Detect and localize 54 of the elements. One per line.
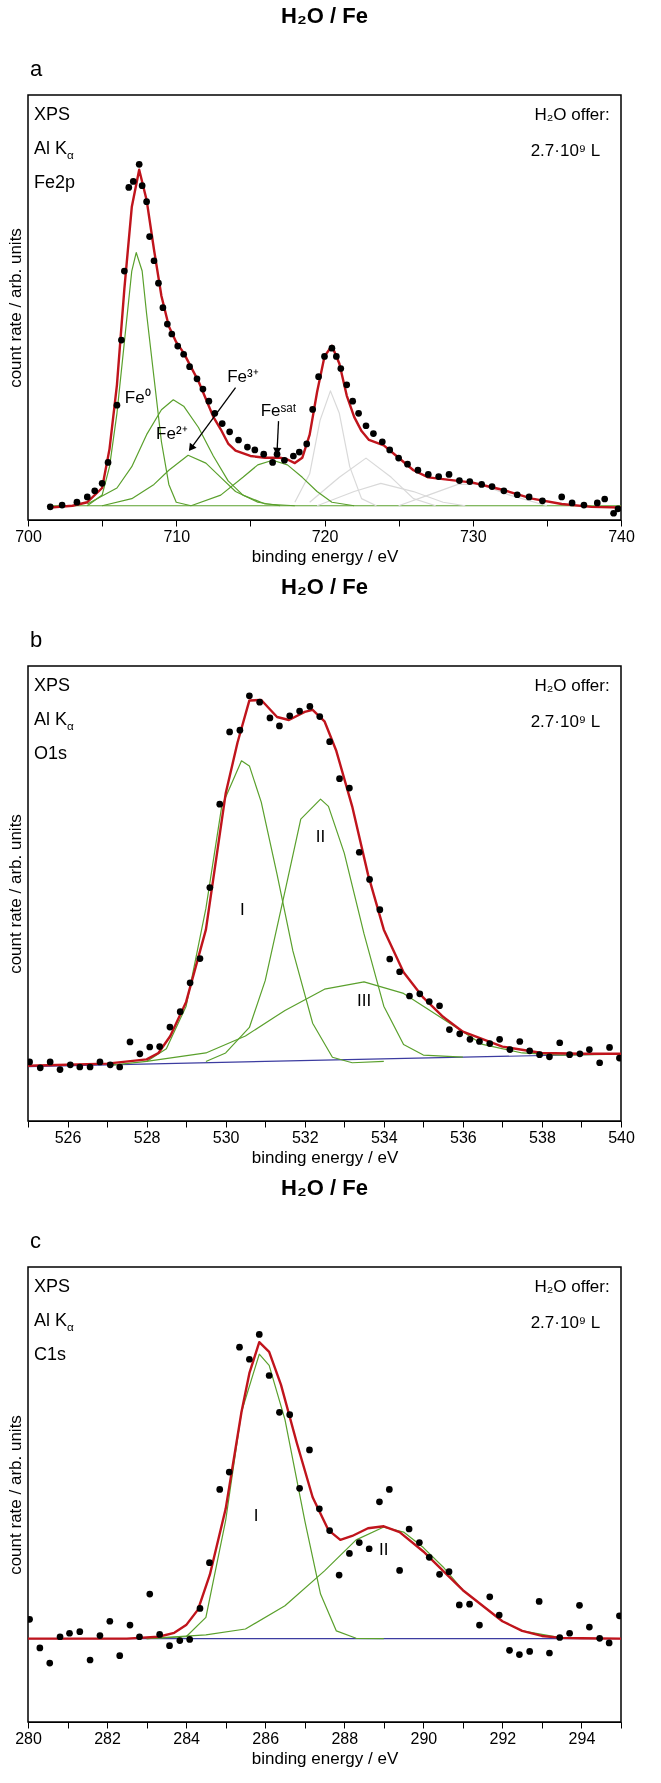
x-tick-label: 528 — [133, 1128, 161, 1146]
series-label: I — [239, 899, 245, 919]
x-tick-label: 536 — [450, 1128, 477, 1146]
x-axis-title: binding energy / eV — [251, 1748, 399, 1768]
x-axis-title: binding energy / eV — [251, 546, 399, 566]
text: 2.7·10⁹ L — [530, 141, 601, 160]
x-tick-label: 700 — [15, 527, 42, 545]
text: 2.7·10⁹ L — [530, 1313, 601, 1332]
x-tick-label: 284 — [173, 1729, 201, 1747]
x-tick-label: 534 — [370, 1128, 398, 1146]
x-tick-label: 288 — [331, 1729, 359, 1747]
x-tick-label: 292 — [489, 1729, 517, 1747]
x-axis-title: binding energy / eV — [251, 1147, 399, 1167]
y-axis-title: count rate / arb. units — [5, 1415, 25, 1575]
text: a — [30, 56, 43, 81]
series-label: I — [253, 1506, 259, 1526]
x-tick-label: 526 — [54, 1128, 82, 1146]
chart-title: H₂O / Fe — [281, 574, 368, 599]
annotation: Fe2p — [34, 172, 76, 192]
text: XPS — [34, 104, 71, 124]
text: XPS — [34, 1276, 71, 1296]
x-tick-label: 290 — [410, 1729, 438, 1747]
x-tick-label: 530 — [212, 1128, 240, 1146]
x-tick-label: 740 — [608, 527, 635, 545]
annotation: XPS — [34, 675, 71, 695]
x-tick-label: 730 — [459, 527, 487, 545]
text: H₂O offer: — [534, 1277, 610, 1296]
series-label: Fe²⁺ — [156, 423, 188, 443]
text: H₂O offer: — [534, 105, 610, 124]
y-axis-title: count rate / arb. units — [5, 228, 25, 388]
series-label: II — [379, 1540, 389, 1560]
x-tick-label: 540 — [608, 1128, 635, 1146]
annotation: O1s — [34, 743, 68, 763]
x-tick-label: 294 — [568, 1729, 596, 1747]
text: c — [30, 1228, 41, 1253]
text: Fe³⁺ — [227, 367, 259, 387]
text: Feˢᵃᵗ — [260, 401, 297, 421]
annotation: C1s — [34, 1344, 67, 1364]
x-tick-label: 710 — [163, 527, 191, 545]
x-tick-label: 282 — [94, 1729, 122, 1747]
y-axis-title: count rate / arb. units — [5, 814, 25, 974]
text: b — [30, 627, 43, 652]
series-label: Fe⁰ — [124, 388, 151, 408]
series-label: II — [315, 827, 326, 847]
x-tick-label: 532 — [291, 1128, 319, 1146]
annotation: H₂O offer: — [534, 676, 610, 695]
x-tick-label: 538 — [529, 1128, 556, 1146]
chart-title: H₂O / Fe — [281, 3, 368, 28]
x-tick-label: 720 — [311, 527, 339, 545]
chart-title: H₂O / Fe — [281, 1175, 368, 1200]
annotation: 2.7·10⁹ L — [530, 712, 601, 731]
x-tick-label: 280 — [15, 1729, 42, 1747]
x-tick-label: 286 — [252, 1729, 280, 1747]
series-label: III — [356, 991, 372, 1011]
